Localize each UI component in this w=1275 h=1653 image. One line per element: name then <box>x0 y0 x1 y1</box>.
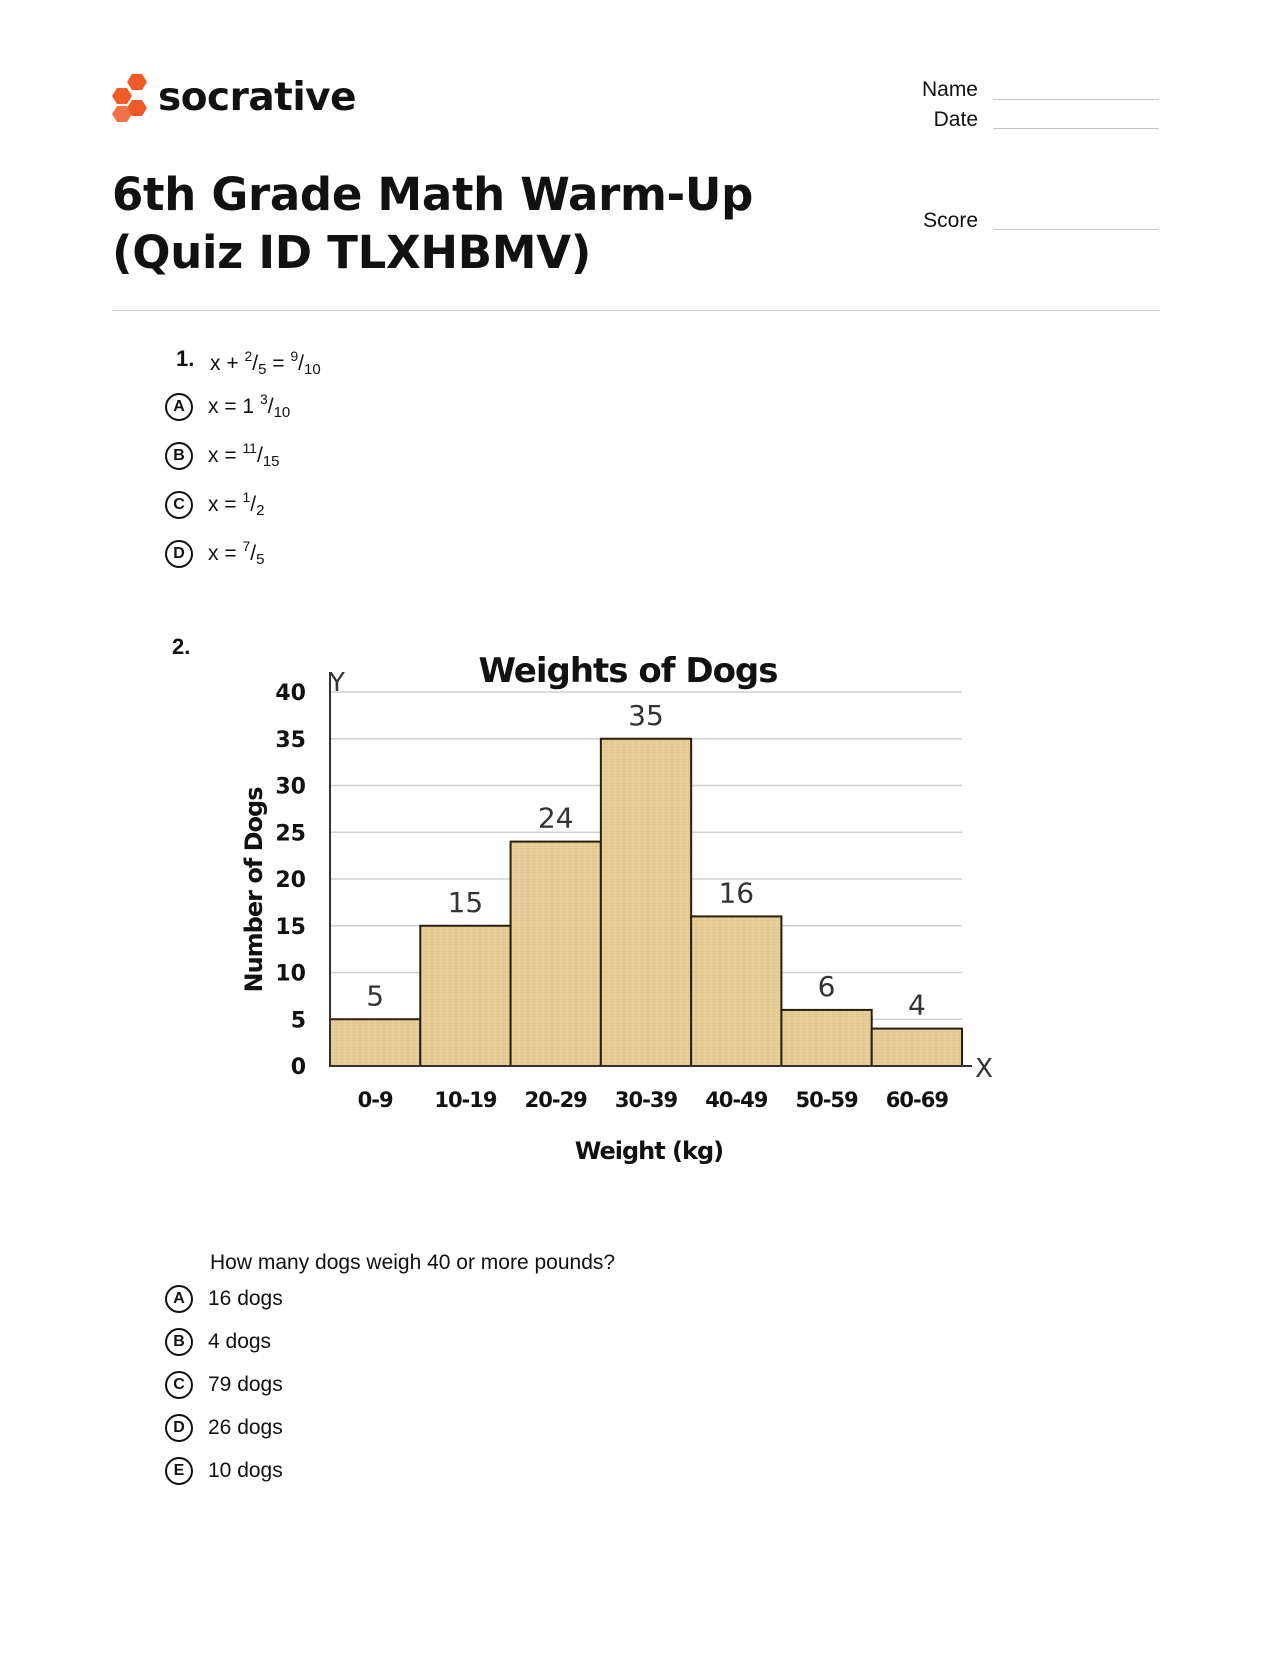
bar-50-59 <box>780 1008 873 1067</box>
date-field[interactable] <box>993 128 1159 129</box>
option-letter-badge: C <box>165 1371 193 1399</box>
option-letter-badge: D <box>165 1414 193 1442</box>
bar-20-29 <box>509 840 602 1067</box>
q2-option-c[interactable]: C 79 dogs <box>165 1371 283 1399</box>
score-field[interactable] <box>993 229 1159 230</box>
q2-option-b[interactable]: B 4 dogs <box>165 1328 271 1356</box>
option-letter-badge: D <box>165 540 193 568</box>
question-1-number: 1. <box>176 346 195 371</box>
x-tick-label: 50-59 <box>795 1088 858 1112</box>
data-label: 6 <box>818 970 836 1003</box>
bar-60-69 <box>870 1027 964 1068</box>
option-letter-badge: B <box>165 442 193 470</box>
chart-title: Weights of Dogs <box>478 651 777 691</box>
question-1-text: x + 2/5 = 9/10 <box>210 348 321 378</box>
option-text: x = 7/5 <box>208 538 265 568</box>
data-label: 16 <box>718 876 754 909</box>
x-tick-label: 30-39 <box>615 1088 678 1112</box>
weights-of-dogs-chart: Weights of Dogs 0 5 10 15 20 25 30 35 40 5 0-9 15 10… <box>240 651 993 1165</box>
name-label: Name <box>921 78 978 101</box>
q1-option-d[interactable]: D x = 7/5 <box>165 538 265 568</box>
data-label: 15 <box>448 886 484 919</box>
option-text: 79 dogs <box>208 1373 283 1396</box>
y-tick-label: 30 <box>275 775 306 800</box>
date-label: Date <box>933 108 978 131</box>
q2-option-a[interactable]: A 16 dogs <box>165 1285 283 1313</box>
q1-option-c[interactable]: C x = 1/2 <box>165 489 265 519</box>
option-letter-badge: C <box>165 491 193 519</box>
x-tick-label: 20-29 <box>525 1088 588 1112</box>
y-tick-label: 0 <box>291 1055 306 1080</box>
header-divider <box>112 310 1160 311</box>
x-tick-label: 60-69 <box>886 1088 949 1112</box>
bar-40-49 <box>690 915 783 1067</box>
bar-0-9 <box>329 1018 422 1067</box>
bar-30-39 <box>599 737 693 1067</box>
option-text: 16 dogs <box>208 1287 283 1310</box>
page-title: 6th Grade Math Warm-Up (Quiz ID TLXHBMV) <box>112 168 754 279</box>
q1-option-b[interactable]: B x = 11/15 <box>165 440 280 470</box>
q2-option-d[interactable]: D 26 dogs <box>165 1414 283 1442</box>
option-text: x = 11/15 <box>208 440 280 470</box>
option-text: 26 dogs <box>208 1416 283 1439</box>
x-axis-letter: X <box>975 1054 993 1084</box>
chart-labels: 0 5 10 15 20 25 30 35 40 5 0-9 15 10-19 24 20-29 35 30-3… <box>275 681 949 1112</box>
x-tick-label: 40-49 <box>705 1088 768 1112</box>
option-letter-badge: A <box>165 1285 193 1313</box>
bar-10-19 <box>419 924 512 1067</box>
option-letter-badge: B <box>165 1328 193 1356</box>
x-tick-label: 10-19 <box>434 1088 497 1112</box>
x-axis-title: Weight (kg) <box>575 1137 723 1165</box>
y-tick-label: 25 <box>275 821 306 846</box>
y-tick-label: 35 <box>275 728 306 753</box>
brand-name: socrative <box>158 74 357 120</box>
name-field[interactable] <box>993 99 1159 100</box>
y-tick-label: 40 <box>275 681 306 706</box>
chart-bars <box>329 737 964 1068</box>
q1-option-a[interactable]: A x = 1 3/10 <box>165 391 291 421</box>
socrative-logo-icon <box>112 74 147 122</box>
question-2-text: How many dogs weigh 40 or more pounds? <box>210 1251 616 1274</box>
chart-axes <box>329 672 972 1067</box>
data-label: 35 <box>628 699 664 732</box>
question-2-number: 2. <box>172 634 191 659</box>
y-tick-label: 15 <box>275 915 306 940</box>
y-tick-label: 5 <box>291 1008 306 1033</box>
option-text: 4 dogs <box>208 1330 272 1353</box>
option-text: 10 dogs <box>208 1459 283 1482</box>
option-letter-badge: A <box>165 393 193 421</box>
option-letter-badge: E <box>165 1457 193 1485</box>
socrative-logo: socrative <box>112 72 357 122</box>
option-text: x = 1/2 <box>208 489 265 519</box>
option-text: x = 1 3/10 <box>208 391 291 421</box>
q2-option-e[interactable]: E 10 dogs <box>165 1457 283 1485</box>
x-tick-label: 0-9 <box>358 1088 393 1112</box>
y-tick-label: 10 <box>275 962 306 987</box>
y-tick-label: 20 <box>275 868 306 893</box>
data-label: 5 <box>366 979 384 1012</box>
score-label: Score <box>923 209 978 232</box>
y-axis-letter: Y <box>328 668 345 698</box>
data-label: 4 <box>908 989 926 1022</box>
y-axis-title: Number of Dogs <box>240 787 268 993</box>
data-label: 24 <box>538 802 574 835</box>
